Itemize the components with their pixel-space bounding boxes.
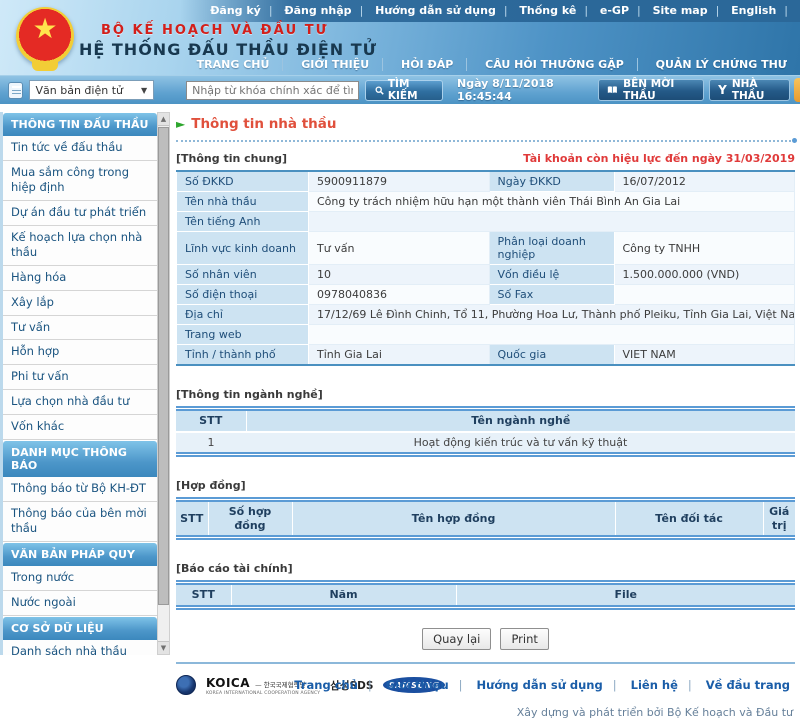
general-info-label: [Thông tin chung] xyxy=(176,152,287,165)
star-icon: ★ xyxy=(16,15,74,43)
green-arrow-icon: ► xyxy=(176,118,185,130)
system-title: HỆ THỐNG ĐẤU THẦU ĐIỆN TỬ xyxy=(79,40,377,59)
chevron-down-icon: ▼ xyxy=(141,86,147,95)
sidebar-item-non-consulting[interactable]: Phi tư vấn xyxy=(3,365,157,390)
nav-certificate[interactable]: QUẢN LÝ CHỨNG THƯ xyxy=(649,58,794,71)
main-content: ► Thông tin nhà thầu [Thông tin chung] T… xyxy=(176,112,795,697)
financial-table: STT Năm File xyxy=(176,580,795,610)
footer-link-contact[interactable]: Liên hệ xyxy=(626,678,697,692)
link-egp[interactable]: e-GP xyxy=(596,4,645,17)
sidebar-section-bidding-info[interactable]: THÔNG TIN ĐẤU THẦU xyxy=(3,113,157,136)
account-validity: Tài khoản còn hiệu lực đến ngày 31/03/20… xyxy=(523,152,795,165)
main-nav: TRANG CHỦ GIỚI THIỆU HỎI ĐÁP CÂU HỎI THƯ… xyxy=(190,58,794,71)
sidebar-section-announcements[interactable]: DANH MỤC THÔNG BÁO xyxy=(3,441,157,477)
footer-links: Trang chủ Giới thiệu Hướng dẫn sử dụng L… xyxy=(289,678,795,692)
koica-globe-icon[interactable] xyxy=(176,675,196,695)
title-separator xyxy=(176,140,795,142)
table-header-row: STT Tên ngành nghề xyxy=(176,411,795,432)
sidebar-item-investor-selection[interactable]: Lựa chọn nhà đầu tư xyxy=(3,390,157,415)
vietnam-emblem-icon: ★ xyxy=(16,7,74,65)
site-header: Đăng ký Đăng nhập Hướng dẫn sử dụng Thốn… xyxy=(0,0,800,104)
financial-label: [Báo cáo tài chính] xyxy=(176,562,293,575)
link-sitemap[interactable]: Site map xyxy=(649,4,724,17)
sidebar-item-mpi-announcements[interactable]: Thông báo từ Bộ KH-ĐT xyxy=(3,477,157,502)
sidebar-item-contractor-plan[interactable]: Kế hoạch lựa chọn nhà thầu xyxy=(3,226,157,266)
contracts-table: STT Số hợp đồng Tên hợp đồng Tên đối tác… xyxy=(176,497,795,541)
footer-link-about[interactable]: Giới thiệu xyxy=(381,678,468,692)
nav-faq[interactable]: CÂU HỎI THƯỜNG GẶP xyxy=(478,58,645,71)
sidebar-menu: THÔNG TIN ĐẤU THẦU Tin tức về đấu thầu M… xyxy=(0,112,157,655)
page-title: ► Thông tin nhà thầu xyxy=(176,116,795,132)
current-datetime: Ngày 8/11/2018 16:45:44 xyxy=(457,77,586,103)
book-icon xyxy=(607,85,618,95)
utility-links: Đăng ký Đăng nhập Hướng dẫn sử dụng Thốn… xyxy=(206,4,792,17)
sidebar-item-domestic[interactable]: Trong nước xyxy=(3,566,157,591)
footer-link-guide[interactable]: Hướng dẫn sử dụng xyxy=(472,678,622,692)
sidebar-item-other-capital[interactable]: Vốn khác xyxy=(3,415,157,440)
table-header-row: STT Số hợp đồng Tên hợp đồng Tên đối tác… xyxy=(176,502,795,536)
contractor-button[interactable]: Y NHÀ THẦU xyxy=(709,79,790,101)
contracts-label: [Hợp đồng] xyxy=(176,479,246,492)
inviter-button[interactable]: BÊN MỜI THẦU xyxy=(598,79,704,101)
sidebar-item-construction[interactable]: Xây lắp xyxy=(3,291,157,316)
sidebar-item-consulting[interactable]: Tư vấn xyxy=(3,316,157,341)
scroll-up-icon[interactable]: ▲ xyxy=(158,113,169,126)
page-footer: KOICA — 한국국제협력단 KOREA INTERNATIONAL COOP… xyxy=(176,674,795,697)
search-icon xyxy=(375,85,384,96)
table-row: 1 Hoạt động kiến trúc và tư vấn kỹ thuật xyxy=(176,432,795,452)
link-login[interactable]: Đăng nhập xyxy=(280,4,367,17)
link-statistics[interactable]: Thống kê xyxy=(515,4,592,17)
sidebar-scrollbar[interactable]: ▲ ▼ xyxy=(157,112,170,655)
sidebar-item-public-procurement[interactable]: Mua sắm công trong hiệp định xyxy=(3,161,157,201)
nav-home[interactable]: TRANG CHỦ xyxy=(190,58,291,71)
search-bar: Văn bản điện tử ▼ TÌM KIẾM Ngày 8/11/201… xyxy=(0,75,800,104)
footer-credit: Xây dựng và phát triển bởi Bộ Kế hoạch v… xyxy=(517,706,793,719)
sidebar-item-mixed[interactable]: Hỗn hợp xyxy=(3,340,157,365)
contractor-icon: Y xyxy=(718,84,727,96)
search-button[interactable]: TÌM KIẾM xyxy=(365,80,443,101)
table-header-row: STT Năm File xyxy=(176,585,795,605)
nav-about[interactable]: GIỚI THIỆU xyxy=(294,58,390,71)
link-user-guide[interactable]: Hướng dẫn sử dụng xyxy=(371,4,511,17)
footer-divider xyxy=(176,662,795,664)
sidebar-section-legal-docs[interactable]: VĂN BẢN PHÁP QUY xyxy=(3,543,157,566)
action-buttons: Quay lại Print xyxy=(176,628,795,650)
industry-table: STT Tên ngành nghề 1 Hoạt động kiến trúc… xyxy=(176,406,795,457)
sidebar-item-approved-contractors[interactable]: Danh sách nhà thầu được phê duyệt xyxy=(3,640,157,655)
industry-label: [Thông tin ngành nghề] xyxy=(176,388,323,401)
print-button[interactable]: Print xyxy=(500,628,548,650)
search-input[interactable] xyxy=(186,81,359,100)
nav-qa[interactable]: HỎI ĐÁP xyxy=(394,58,474,71)
scrollbar-thumb[interactable] xyxy=(158,127,169,605)
sidebar-section-database[interactable]: CƠ SỞ DỮ LIỆU xyxy=(3,617,157,640)
table-row: Trang web xyxy=(177,325,795,345)
sidebar-item-dev-projects[interactable]: Dự án đầu tư phát triển xyxy=(3,201,157,226)
link-english[interactable]: English xyxy=(727,4,792,17)
active-tab-accent xyxy=(794,78,800,102)
sidebar-item-foreign[interactable]: Nước ngoài xyxy=(3,591,157,616)
table-row: Tên tiếng Anh xyxy=(177,212,795,232)
footer-link-home[interactable]: Trang chủ xyxy=(289,678,377,692)
sidebar-item-news[interactable]: Tin tức về đấu thầu xyxy=(3,136,157,161)
sidebar-item-goods[interactable]: Hàng hóa xyxy=(3,266,157,291)
back-button[interactable]: Quay lại xyxy=(422,628,491,650)
link-register[interactable]: Đăng ký xyxy=(206,4,276,17)
clipboard-icon xyxy=(8,82,23,99)
search-category-select[interactable]: Văn bản điện tử ▼ xyxy=(29,80,155,100)
scroll-down-icon[interactable]: ▼ xyxy=(158,641,169,654)
ministry-title: BỘ KẾ HOẠCH VÀ ĐẦU TƯ xyxy=(101,23,328,38)
footer-link-top[interactable]: Về đầu trang xyxy=(701,678,795,692)
sidebar-item-inviter-announcements[interactable]: Thông báo của bên mời thầu xyxy=(3,502,157,542)
